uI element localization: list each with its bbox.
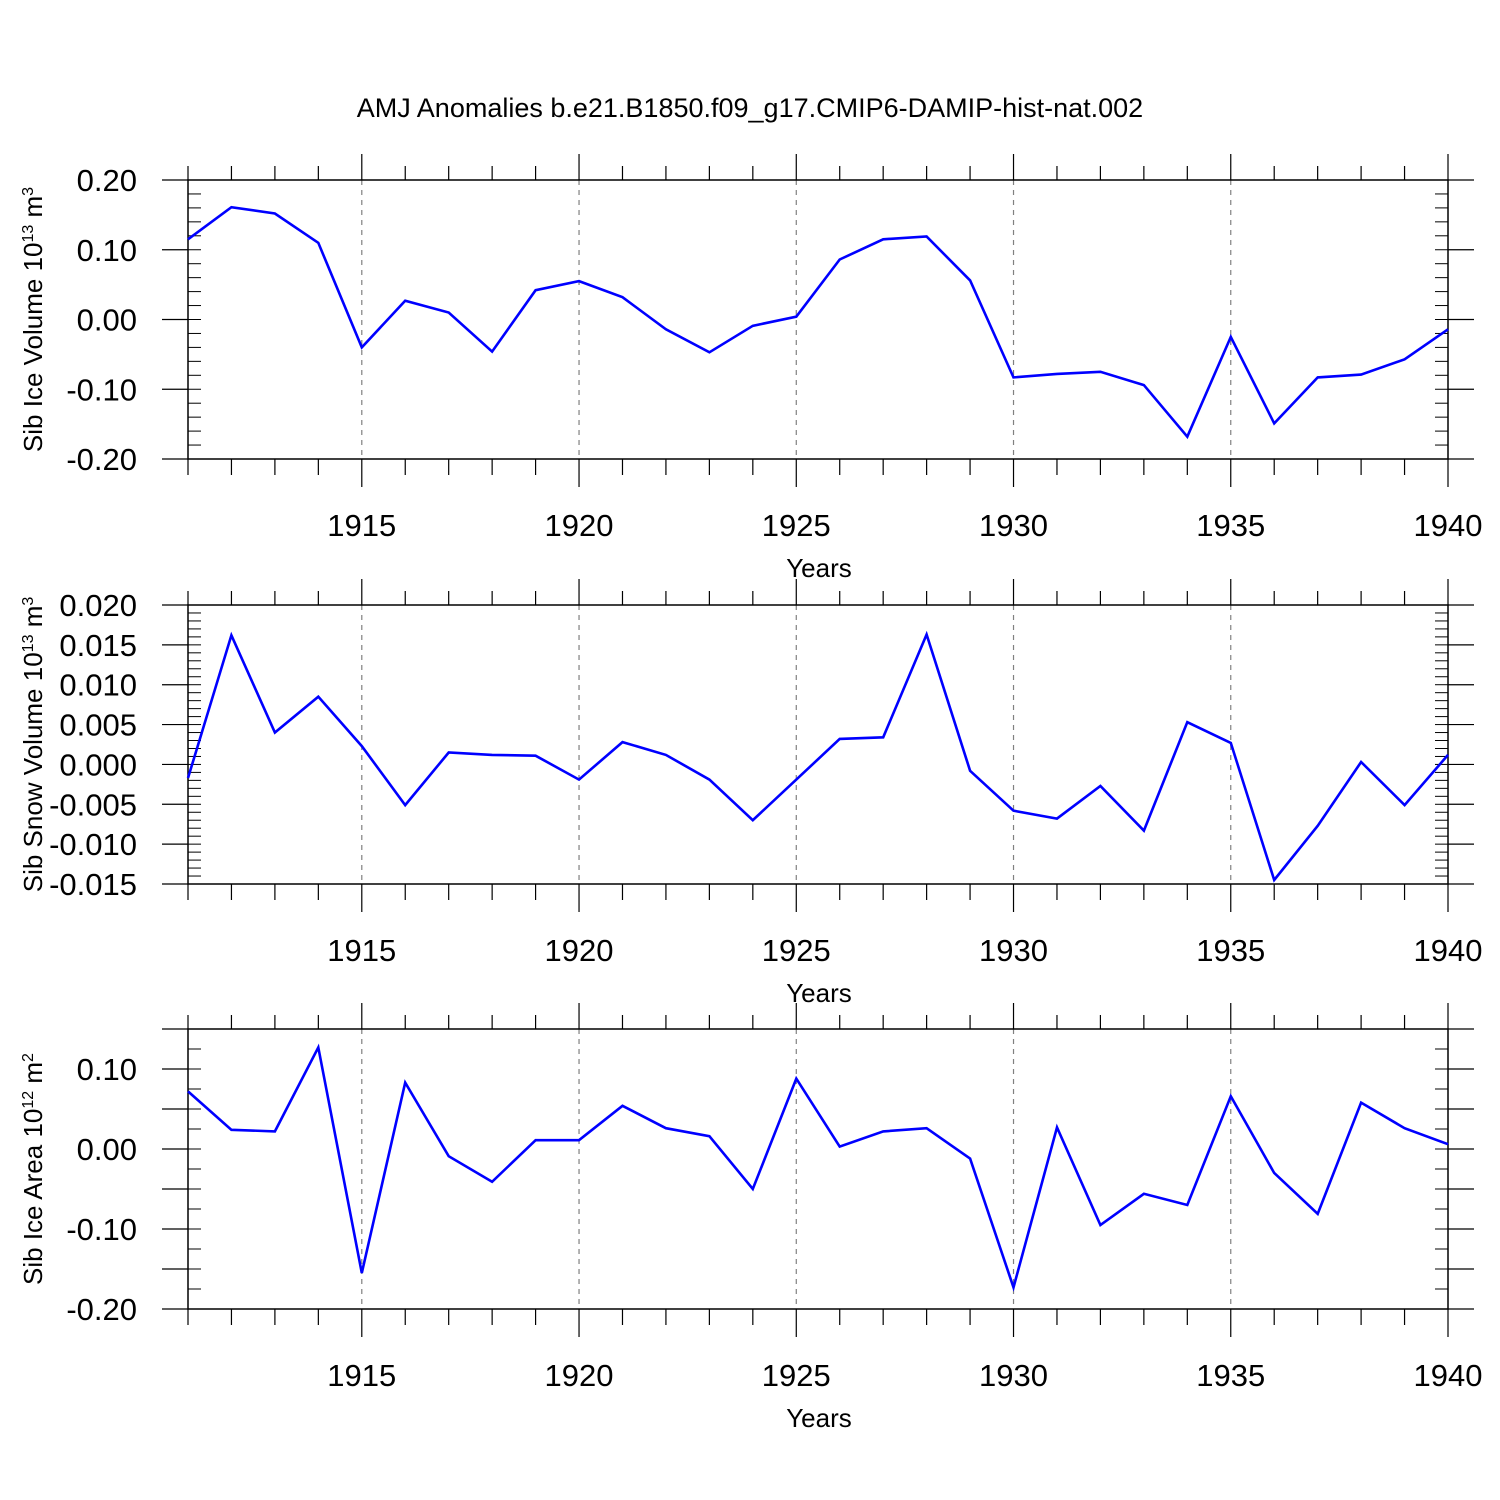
x-tick-label: 1930 bbox=[979, 933, 1048, 968]
x-tick-label: 1915 bbox=[327, 1358, 396, 1393]
y-axis-title-part: m bbox=[18, 196, 48, 225]
y-tick-label: 0.10 bbox=[77, 233, 137, 268]
x-tick-label: 1920 bbox=[545, 1358, 614, 1393]
y-axis-title-part: Sib Ice Area 10 bbox=[18, 1109, 48, 1285]
x-tick-label: 1925 bbox=[762, 933, 831, 968]
y-axis-title-superscript: 3 bbox=[20, 187, 37, 196]
y-tick-label: -0.10 bbox=[66, 1212, 137, 1247]
x-tick-label: 1925 bbox=[762, 508, 831, 543]
y-tick-label: 0.010 bbox=[59, 668, 137, 703]
y-tick-label: -0.10 bbox=[66, 372, 137, 407]
plot-frame bbox=[187, 604, 1449, 885]
y-tick-label: -0.015 bbox=[49, 867, 137, 902]
y-axis-title-part: Sib Snow Volume 10 bbox=[18, 652, 48, 892]
x-tick-label: 1920 bbox=[545, 933, 614, 968]
y-axis-title-superscript: 13 bbox=[20, 634, 37, 652]
y-axis-title: Sib Snow Volume 1013 m3 bbox=[18, 597, 48, 893]
y-axis-title-part: Sib Ice Volume 10 bbox=[18, 243, 48, 453]
y-axis-title-superscript: 3 bbox=[20, 597, 37, 606]
y-tick-label: 0.000 bbox=[59, 747, 137, 782]
series-line bbox=[186, 630, 1449, 883]
x-tick-label: 1940 bbox=[1414, 508, 1483, 543]
x-tick-label: 1935 bbox=[1196, 933, 1265, 968]
y-tick-label: 0.015 bbox=[59, 628, 137, 663]
panel-2: -0.015 -0.010 -0.005 0.000 0.005 0.010 0.015 0.… bbox=[18, 579, 1482, 1008]
x-tick-label: 1930 bbox=[979, 1358, 1048, 1393]
y-tick-label: 0.020 bbox=[59, 588, 137, 623]
y-axis-title: Sib Ice Area 1012 m2 bbox=[18, 1053, 48, 1285]
panel-3: -0.20 -0.10 0.00 0.10 1915 1920 1925 1930 1935 19… bbox=[18, 1003, 1482, 1433]
x-tick-label: 1915 bbox=[327, 933, 396, 968]
y-tick-label: -0.010 bbox=[49, 827, 137, 862]
x-tick-label: 1940 bbox=[1414, 1358, 1483, 1393]
x-tick-label: 1935 bbox=[1196, 1358, 1265, 1393]
y-tick-label: 0.20 bbox=[77, 163, 137, 198]
series-line bbox=[187, 205, 1449, 440]
y-tick-label: -0.20 bbox=[66, 442, 137, 477]
y-tick-label: -0.005 bbox=[49, 787, 137, 822]
y-axis-title-part: m bbox=[18, 606, 48, 635]
x-tick-label: 1920 bbox=[545, 508, 614, 543]
x-tick-label: 1930 bbox=[979, 508, 1048, 543]
series-line bbox=[187, 1043, 1449, 1292]
x-axis-title: Years bbox=[786, 553, 852, 583]
y-tick-label: 0.005 bbox=[59, 708, 137, 743]
y-tick-label: 0.10 bbox=[77, 1052, 137, 1087]
y-axis-title-superscript: 2 bbox=[20, 1053, 37, 1062]
y-axis-title-part: m bbox=[18, 1062, 48, 1091]
y-axis-title: Sib Ice Volume 1013 m3 bbox=[18, 187, 48, 452]
plot-frame bbox=[187, 179, 1449, 460]
plot-frame bbox=[187, 1028, 1449, 1310]
y-tick-label: 0.00 bbox=[77, 1132, 137, 1167]
x-axis-title: Years bbox=[786, 1403, 852, 1433]
x-tick-label: 1915 bbox=[327, 508, 396, 543]
x-tick-label: 1935 bbox=[1196, 508, 1265, 543]
x-tick-label: 1940 bbox=[1414, 933, 1483, 968]
panel-1: -0.20 -0.10 0.00 0.10 0.20 1915 1920 1925 1930 19… bbox=[18, 154, 1482, 583]
x-tick-label: 1925 bbox=[762, 1358, 831, 1393]
figure-title: AMJ Anomalies b.e21.B1850.f09_g17.CMIP6-… bbox=[357, 93, 1143, 123]
y-tick-label: 0.00 bbox=[77, 303, 137, 338]
y-axis-title-superscript: 13 bbox=[20, 225, 37, 243]
x-axis-title: Years bbox=[786, 978, 852, 1008]
y-tick-label: -0.20 bbox=[66, 1292, 137, 1327]
y-axis-title-superscript: 12 bbox=[20, 1091, 37, 1109]
